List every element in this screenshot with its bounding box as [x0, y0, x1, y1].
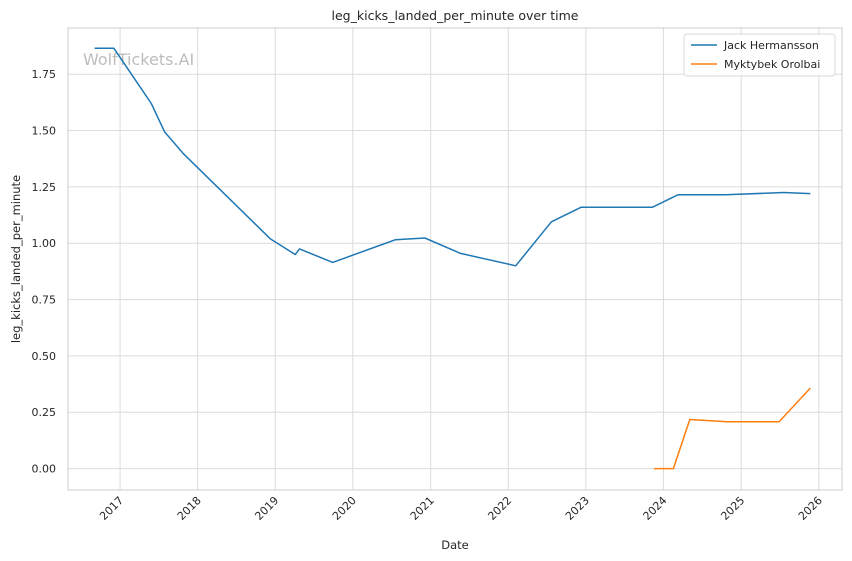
series-layer: [94, 47, 811, 470]
x-axis-label: Date: [441, 538, 469, 552]
legend: Jack Hermansson Myktybek Orolbai: [683, 33, 836, 77]
plot-area-frame: [67, 27, 843, 491]
y-tick-label: 0.25: [32, 406, 57, 419]
legend-label-jack-hermansson: Jack Hermansson: [723, 39, 819, 52]
y-tick-label: 0.75: [32, 294, 57, 307]
y-tick-label: 1.25: [32, 181, 57, 194]
y-tick-label: 0.50: [32, 350, 57, 363]
chart-title: leg_kicks_landed_per_minute over time: [332, 8, 579, 23]
grid: [68, 28, 842, 490]
legend-box: [683, 33, 836, 77]
series-line-jack-hermansson: [94, 47, 811, 267]
y-tick-label: 1.00: [32, 237, 57, 250]
y-tick-label: 1.50: [32, 125, 57, 138]
legend-label-myktybek-orolbai: Myktybek Orolbai: [724, 58, 820, 71]
watermark: WolfTickets.AI: [83, 50, 194, 69]
series-line-myktybek-orolbai: [654, 387, 811, 470]
y-axis-ticks: 0.00 0.25 0.50 0.75 1.00 1.25 1.50 1.75: [32, 68, 57, 475]
y-tick-label: 0.00: [32, 463, 57, 476]
y-tick-label: 1.75: [32, 68, 57, 81]
y-axis-label: leg_kicks_landed_per_minute: [9, 175, 23, 343]
